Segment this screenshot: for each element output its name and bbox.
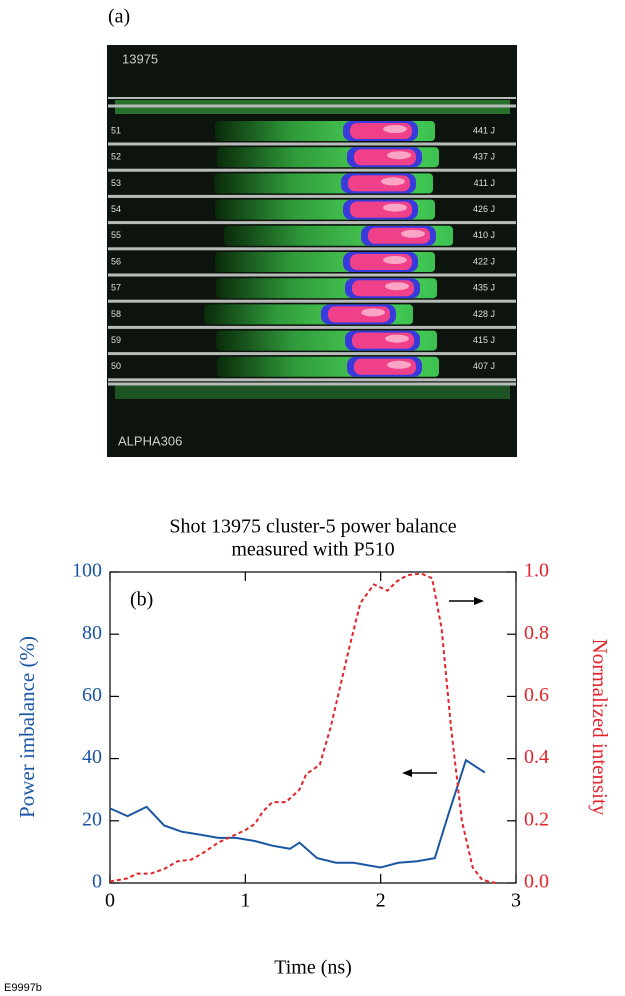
divider — [108, 104, 516, 108]
series-line — [109, 758, 486, 869]
divider — [108, 247, 516, 251]
divider — [108, 299, 516, 303]
beam-label: 58 — [111, 309, 121, 319]
beam-hot — [383, 256, 407, 264]
figure-id: E9997b — [4, 982, 42, 994]
y-tick-label: 80 — [82, 622, 102, 644]
beam-energy: 411 J — [474, 178, 495, 188]
y-tick-label: 60 — [82, 684, 102, 706]
y-axis-label: Power imbalance (%) — [15, 636, 39, 818]
divider — [108, 221, 516, 225]
plot-frame — [109, 571, 517, 884]
divider — [108, 273, 516, 277]
panel-a-label: (a) — [108, 6, 130, 28]
beam-hot — [385, 282, 409, 291]
y2-tick-label: 0.4 — [524, 746, 549, 768]
y-tick-label: 0 — [92, 871, 102, 893]
beam-energy: 435 J — [473, 283, 495, 293]
y2-axis-label: Normalized intensity — [588, 639, 612, 816]
beam-hot — [387, 151, 411, 160]
camera-name: ALPHA306 — [118, 433, 182, 448]
beam-label: 54 — [111, 204, 121, 214]
beam-hot — [361, 308, 385, 317]
reference-stripe — [115, 385, 510, 399]
beam-hot — [387, 360, 411, 369]
series-line — [109, 572, 496, 884]
beam-label: 59 — [111, 335, 121, 345]
divider — [108, 378, 516, 382]
beam-hot — [381, 177, 405, 186]
arrow — [449, 597, 484, 605]
beam-hot — [385, 334, 409, 343]
beam-energy: 428 J — [473, 309, 495, 319]
x-axis-label: Time (ns) — [274, 957, 352, 979]
y2-tick-label: 1.0 — [524, 560, 549, 582]
beam-energy: 415 J — [473, 335, 495, 345]
y2-tick-label: 0.2 — [524, 808, 549, 830]
beam-energy: 437 J — [473, 152, 495, 162]
divider — [108, 325, 516, 329]
divider — [108, 352, 516, 356]
divider — [108, 382, 516, 386]
x-tick-label: 2 — [376, 890, 386, 912]
beam-label: 57 — [111, 283, 121, 293]
x-tick-label: 1 — [240, 890, 250, 912]
beam-label: 53 — [111, 178, 121, 188]
x-tick-label: 3 — [511, 890, 521, 912]
x-tick-label: 0 — [105, 890, 115, 912]
beam-energy: 426 J — [473, 204, 495, 214]
beam-energy: 407 J — [473, 361, 495, 371]
beam-label: 56 — [111, 256, 121, 266]
y-tick-label: 100 — [72, 560, 102, 582]
beam-energy: 441 J — [473, 125, 495, 135]
divider — [108, 194, 516, 198]
beam-label: 52 — [111, 152, 121, 162]
beam-hot — [383, 125, 407, 133]
beam-energy: 422 J — [473, 256, 495, 266]
shot-number: 13975 — [122, 51, 158, 66]
beam-energy: 410 J — [473, 230, 495, 240]
image-content — [108, 97, 516, 399]
arrow — [402, 769, 437, 777]
beam-label: 51 — [111, 125, 121, 135]
chart-title: Shot 13975 cluster-5 power balance — [169, 516, 456, 538]
divider — [108, 168, 516, 172]
beam-hot — [383, 203, 407, 212]
beam-hot — [401, 229, 425, 238]
panel-b-label: (b) — [130, 589, 153, 611]
beam-label: 55 — [111, 230, 121, 240]
divider — [108, 97, 516, 99]
y2-tick-label: 0.6 — [524, 684, 549, 706]
beam-label: 50 — [111, 361, 121, 371]
y2-tick-label: 0.0 — [524, 871, 549, 893]
y-tick-label: 40 — [82, 746, 102, 768]
chart-title: measured with P510 — [231, 539, 394, 561]
y-tick-label: 20 — [82, 808, 102, 830]
divider — [108, 142, 516, 146]
y2-tick-label: 0.8 — [524, 622, 549, 644]
